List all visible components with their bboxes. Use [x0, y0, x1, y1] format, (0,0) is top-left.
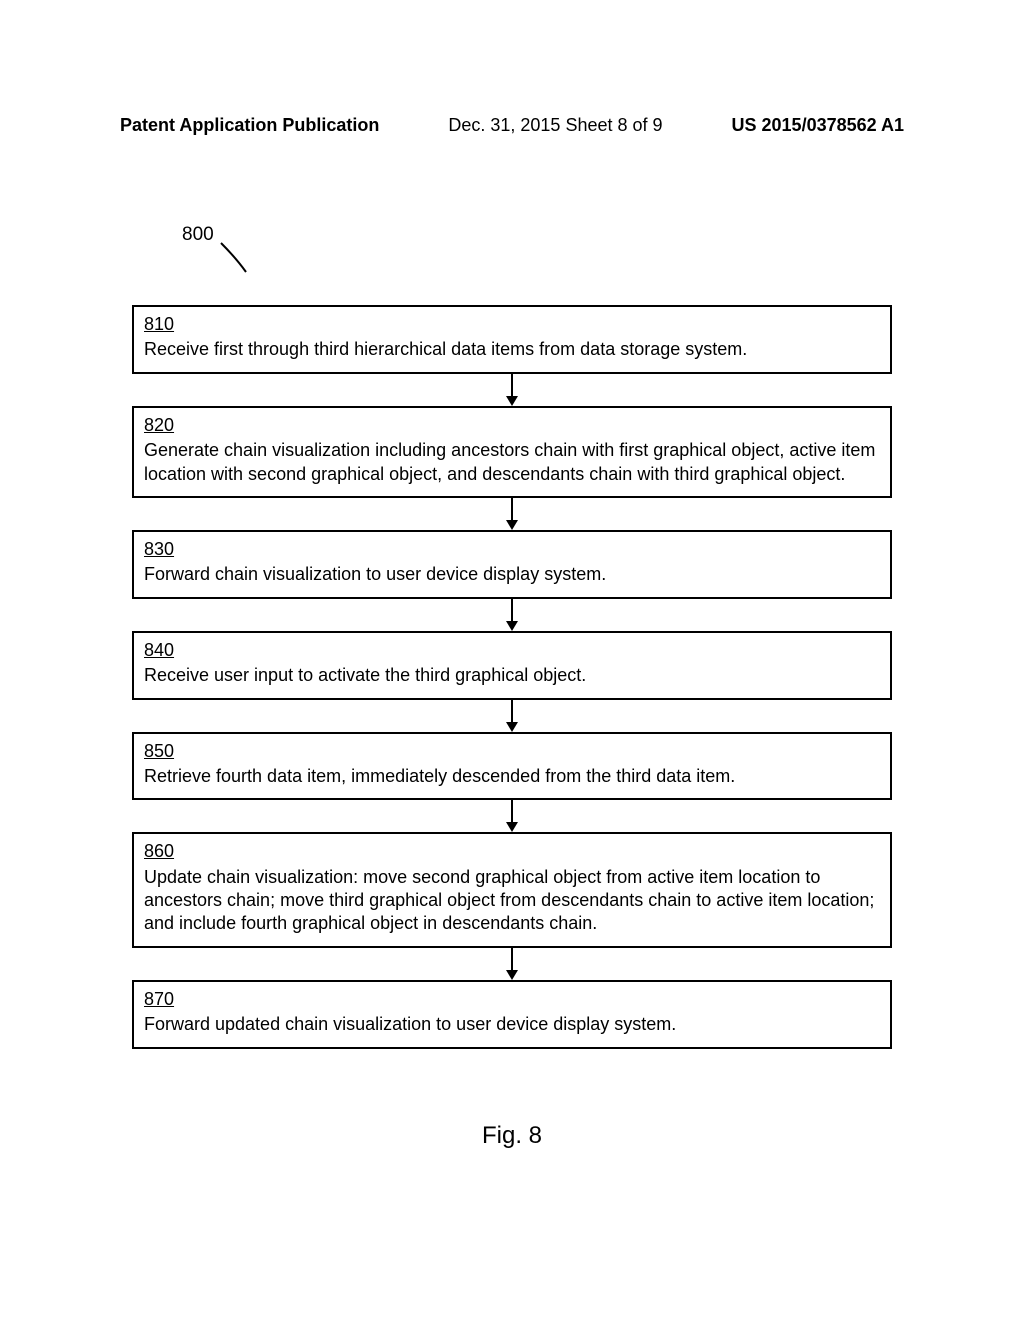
flowchart: 810 Receive first through third hierarchi…: [132, 305, 892, 1049]
reference-tail-icon: [218, 240, 258, 285]
page-header: Patent Application Publication Dec. 31, …: [0, 115, 1024, 136]
flow-step: 820 Generate chain visualization includin…: [132, 406, 892, 498]
header-center: Dec. 31, 2015 Sheet 8 of 9: [448, 115, 662, 136]
header-left: Patent Application Publication: [120, 115, 379, 136]
step-number: 860: [144, 840, 880, 863]
flow-step: 860 Update chain visualization: move seco…: [132, 832, 892, 948]
reference-numeral: 800: [182, 224, 214, 246]
flow-step: 870 Forward updated chain visualization t…: [132, 980, 892, 1049]
flow-step: 840 Receive user input to activate the th…: [132, 631, 892, 700]
step-number: 830: [144, 538, 880, 561]
flow-arrow-icon: [132, 700, 892, 732]
step-number: 820: [144, 414, 880, 437]
step-text: Forward updated chain visualization to u…: [144, 1014, 676, 1034]
flow-arrow-icon: [132, 800, 892, 832]
step-text: Generate chain visualization including a…: [144, 440, 875, 483]
flow-arrow-icon: [132, 948, 892, 980]
step-text: Forward chain visualization to user devi…: [144, 564, 606, 584]
header-right: US 2015/0378562 A1: [732, 115, 904, 136]
flow-arrow-icon: [132, 374, 892, 406]
flow-step: 830 Forward chain visualization to user d…: [132, 530, 892, 599]
flow-step: 810 Receive first through third hierarchi…: [132, 305, 892, 374]
step-number: 850: [144, 740, 880, 763]
step-text: Receive user input to activate the third…: [144, 665, 586, 685]
flow-step: 850 Retrieve fourth data item, immediatel…: [132, 732, 892, 801]
figure-label: Fig. 8: [0, 1122, 1024, 1150]
step-text: Update chain visualization: move second …: [144, 867, 874, 934]
step-number: 870: [144, 988, 880, 1011]
flow-arrow-icon: [132, 498, 892, 530]
flow-arrow-icon: [132, 599, 892, 631]
step-number: 840: [144, 639, 880, 662]
step-text: Receive first through third hierarchical…: [144, 339, 747, 359]
step-text: Retrieve fourth data item, immediately d…: [144, 766, 735, 786]
step-number: 810: [144, 313, 880, 336]
